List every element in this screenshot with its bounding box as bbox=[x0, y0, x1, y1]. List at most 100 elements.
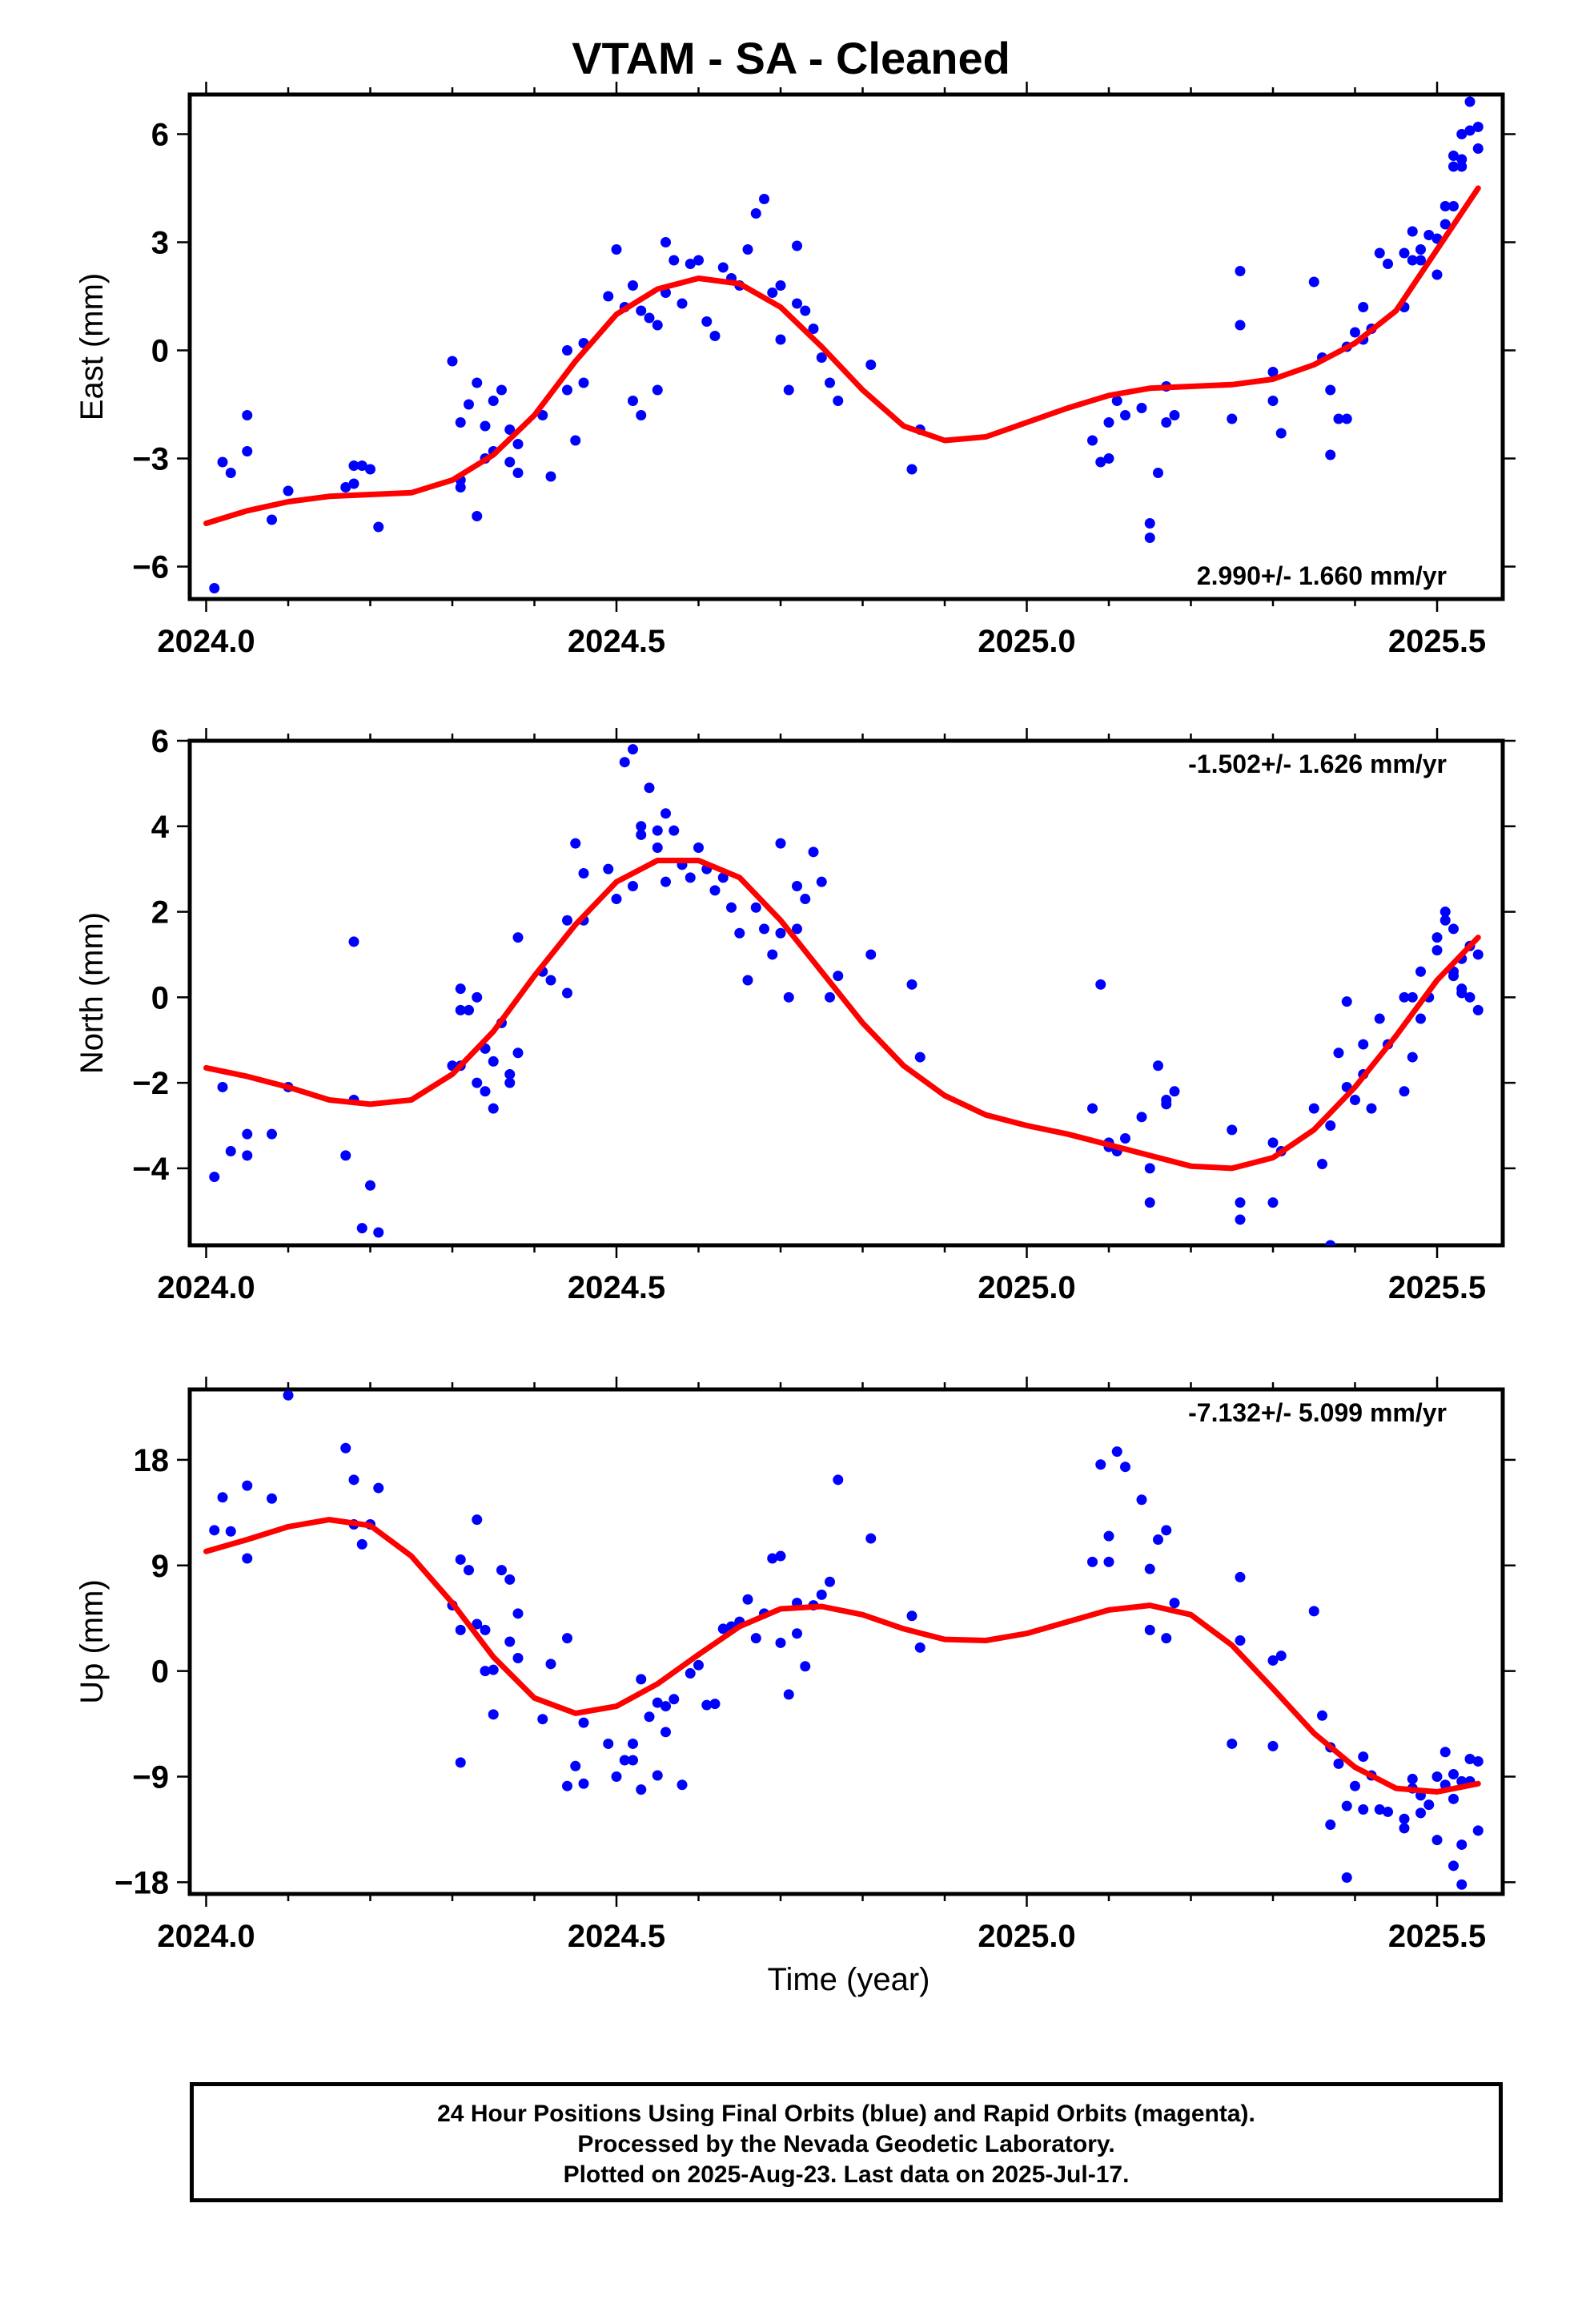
data-point bbox=[578, 1778, 589, 1789]
data-point bbox=[709, 331, 721, 341]
data-point bbox=[1308, 276, 1319, 287]
data-point bbox=[488, 1709, 499, 1720]
data-point bbox=[464, 399, 474, 410]
data-point bbox=[1308, 1103, 1319, 1114]
footer-line-3: Plotted on 2025-Aug-23. Last data on 202… bbox=[563, 2161, 1130, 2188]
data-point bbox=[1448, 161, 1459, 172]
data-point bbox=[283, 485, 294, 497]
data-point bbox=[356, 1538, 367, 1550]
data-point bbox=[1325, 1240, 1336, 1245]
data-point bbox=[816, 352, 827, 363]
data-point bbox=[1358, 302, 1369, 312]
data-point bbox=[636, 1784, 647, 1795]
data-point bbox=[628, 744, 638, 755]
data-point bbox=[1120, 1133, 1130, 1144]
data-point bbox=[775, 334, 786, 345]
data-point bbox=[1415, 1013, 1426, 1024]
panel-north: 2024.0 2024.5 2025.0 2025.5 6 4 2 0 −2 −4 North (m… bbox=[74, 724, 1516, 1305]
data-point bbox=[1144, 1197, 1155, 1208]
data-point bbox=[455, 1757, 466, 1768]
data-point bbox=[283, 1389, 294, 1401]
data-point bbox=[1144, 533, 1155, 543]
data-point bbox=[825, 377, 835, 388]
data-point bbox=[242, 1128, 253, 1140]
data-point bbox=[242, 446, 253, 456]
data-point bbox=[1472, 122, 1484, 132]
x-tick-label: 2024.5 bbox=[568, 1270, 665, 1305]
data-point bbox=[1267, 1197, 1279, 1208]
x-tick-label: 2025.5 bbox=[1388, 1919, 1486, 1954]
data-point bbox=[628, 881, 638, 892]
data-point bbox=[472, 1618, 483, 1630]
data-point bbox=[661, 808, 671, 819]
data-point bbox=[1407, 1773, 1418, 1784]
data-point bbox=[603, 863, 614, 875]
data-point bbox=[1161, 1094, 1172, 1105]
data-point bbox=[1341, 413, 1352, 424]
data-point bbox=[775, 838, 786, 849]
data-point bbox=[1358, 1039, 1369, 1050]
data-point bbox=[455, 983, 466, 995]
data-point bbox=[225, 1146, 236, 1157]
data-point bbox=[512, 1608, 524, 1619]
data-point bbox=[1333, 413, 1344, 424]
data-point bbox=[750, 1633, 761, 1644]
data-point bbox=[1464, 125, 1476, 136]
data-point bbox=[512, 932, 524, 943]
data-point bbox=[1103, 417, 1114, 428]
data-point bbox=[734, 927, 745, 939]
data-point bbox=[717, 262, 729, 273]
data-point bbox=[455, 1624, 466, 1635]
data-layer-east bbox=[203, 96, 1484, 593]
data-point bbox=[1235, 1214, 1246, 1225]
data-point bbox=[1431, 1771, 1443, 1782]
data-point bbox=[792, 298, 802, 309]
data-point bbox=[578, 377, 589, 388]
data-point bbox=[1136, 1112, 1147, 1123]
data-point bbox=[611, 244, 622, 255]
data-point bbox=[1103, 1556, 1114, 1567]
data-point bbox=[644, 782, 655, 794]
data-point bbox=[652, 320, 663, 331]
data-point bbox=[1120, 410, 1130, 420]
data-point bbox=[488, 1103, 499, 1114]
data-point bbox=[808, 846, 819, 858]
data-point bbox=[267, 1493, 277, 1504]
data-point bbox=[628, 1755, 638, 1766]
data-point bbox=[693, 255, 704, 266]
data-point bbox=[242, 410, 253, 420]
data-point bbox=[1275, 1651, 1287, 1662]
y-axis-label-up: Up (mm) bbox=[74, 1579, 110, 1704]
data-point bbox=[693, 842, 704, 853]
data-point bbox=[455, 482, 466, 493]
y-tick-label: 2 bbox=[151, 895, 169, 931]
data-point bbox=[1161, 417, 1172, 428]
data-point bbox=[1144, 1563, 1155, 1574]
data-point bbox=[1153, 1534, 1163, 1546]
data-point bbox=[906, 1610, 917, 1622]
rate-annotation-east: 2.990+/- 1.660 mm/yr bbox=[1197, 561, 1447, 590]
data-point bbox=[472, 1514, 483, 1526]
data-point bbox=[611, 1771, 622, 1782]
data-point bbox=[373, 1482, 384, 1494]
data-point bbox=[701, 316, 713, 327]
data-point bbox=[545, 975, 556, 986]
y-tick-label: 3 bbox=[151, 226, 169, 261]
data-point bbox=[709, 885, 721, 896]
data-point bbox=[488, 1664, 499, 1675]
data-point bbox=[348, 1474, 359, 1486]
footer-line-2: Processed by the Nevada Geodetic Laborat… bbox=[577, 2131, 1115, 2157]
data-point bbox=[1374, 1804, 1385, 1815]
data-point bbox=[496, 1565, 507, 1576]
data-point bbox=[661, 1727, 671, 1738]
data-point bbox=[1153, 468, 1163, 478]
rate-annotation-north: -1.502+/- 1.626 mm/yr bbox=[1188, 750, 1447, 778]
x-tick-label: 2024.0 bbox=[157, 1270, 255, 1305]
data-point bbox=[1308, 1606, 1319, 1617]
data-point bbox=[1325, 1120, 1336, 1132]
data-point bbox=[1472, 1825, 1484, 1836]
data-point bbox=[693, 1659, 704, 1671]
data-point bbox=[1341, 1800, 1352, 1811]
data-point bbox=[578, 868, 589, 879]
data-point bbox=[816, 876, 827, 887]
